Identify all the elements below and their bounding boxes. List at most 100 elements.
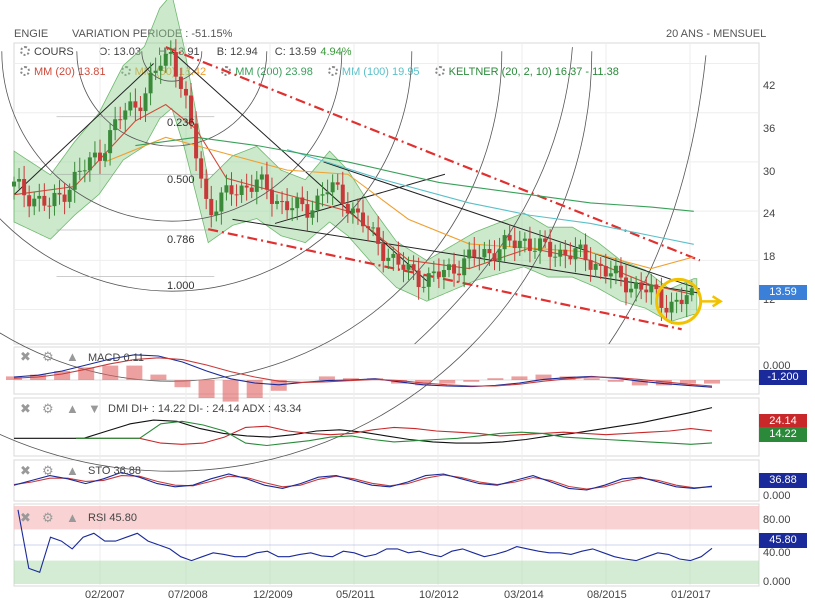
candle-body	[603, 265, 608, 277]
macd-histogram-bar	[679, 380, 696, 384]
gear-icon[interactable]: ⚙	[42, 349, 54, 364]
macd-histogram-bar	[342, 378, 359, 380]
arrow-down-icon[interactable]: ▼	[88, 401, 101, 416]
candle-body	[62, 194, 67, 202]
sto-k-line	[13, 471, 713, 491]
ma-line	[286, 149, 694, 245]
candle-body	[355, 208, 360, 213]
candle-body	[538, 238, 543, 251]
y-tick-label: 36	[763, 123, 776, 135]
candle-body	[275, 201, 280, 204]
gear-icon[interactable]: ⚙	[42, 401, 54, 416]
macd-histogram-bar	[54, 371, 71, 380]
close-icon[interactable]: ✖	[20, 401, 31, 416]
candle-body	[108, 130, 113, 154]
candle-body	[462, 258, 467, 276]
rsi-80-label: 80.00	[763, 514, 791, 526]
gear-icon[interactable]: ⚙	[42, 463, 54, 478]
candle-body	[12, 181, 16, 187]
candle-body	[386, 257, 391, 262]
gear-icon[interactable]	[20, 66, 30, 76]
macd-histogram-bar	[704, 380, 720, 384]
candle-body	[689, 288, 694, 296]
candle-body	[295, 197, 300, 209]
fib-arc	[608, 55, 707, 345]
candle-body	[103, 153, 108, 161]
candle-body	[310, 210, 315, 218]
macd-histogram-bar	[655, 380, 672, 386]
macd-histogram-bar	[511, 376, 528, 380]
macd-last-badge: -1.200	[759, 370, 807, 385]
macd-histogram-bar	[246, 380, 263, 398]
fib-arc	[0, 51, 503, 382]
candle-body	[244, 185, 249, 188]
candle-body	[679, 299, 684, 305]
period-selector[interactable]: 20 ANS - MENSUEL	[666, 28, 767, 40]
symbol-label: ENGIE	[14, 28, 49, 40]
gear-icon[interactable]	[221, 66, 232, 76]
close-icon[interactable]: ✖	[20, 510, 31, 525]
gear-icon[interactable]	[327, 66, 338, 76]
candle-body	[613, 265, 618, 274]
low-value: B: 12.94	[216, 46, 258, 58]
close-icon[interactable]: ✖	[20, 349, 31, 364]
candle-body	[148, 72, 153, 94]
candle-body	[366, 226, 371, 229]
candle-body	[42, 195, 47, 206]
fib-label: 0.786	[167, 234, 195, 246]
gear-icon[interactable]: ⚙	[42, 510, 54, 525]
gear-icon[interactable]	[120, 66, 131, 76]
arrow-up-icon[interactable]: ▲	[66, 401, 79, 416]
candle-body	[401, 264, 406, 270]
macd-zero-label: 0.000	[763, 360, 791, 372]
candle-body	[361, 212, 365, 227]
x-tick-label: 10/2012	[419, 589, 459, 601]
candle-body	[269, 189, 274, 204]
candle-body	[300, 197, 305, 205]
candle-body	[27, 195, 32, 207]
candle-body	[47, 205, 52, 207]
gear-icon[interactable]	[20, 46, 30, 56]
candle-body	[532, 250, 537, 252]
arrow-up-icon[interactable]: ▲	[66, 510, 79, 525]
candle-body	[254, 179, 259, 192]
arrow-up-icon[interactable]: ▲	[66, 463, 79, 478]
trend-line	[323, 161, 701, 290]
gear-icon[interactable]	[434, 66, 445, 76]
candle-body	[426, 273, 431, 287]
candle-body	[72, 171, 77, 190]
adx-line	[14, 407, 713, 444]
rsi-40-label: 40.00	[763, 547, 791, 559]
candle-body	[77, 170, 82, 172]
fib-arc	[1, 51, 343, 222]
candle-body	[173, 52, 178, 77]
candle-body	[507, 235, 512, 241]
trend-line	[171, 50, 428, 282]
candle-body	[472, 249, 477, 258]
sto-title: STO 36.88	[88, 465, 142, 477]
candle-body	[330, 182, 335, 193]
candle-body	[97, 152, 102, 161]
candle-body	[305, 204, 310, 218]
candle-body	[644, 289, 649, 293]
candle-body	[259, 174, 264, 180]
close-icon[interactable]: ✖	[20, 463, 31, 478]
candle-body	[517, 240, 522, 249]
arrow-up-icon[interactable]: ▲	[66, 349, 79, 364]
candle-body	[87, 157, 92, 171]
candle-body	[194, 123, 199, 159]
macd-histogram-bar	[222, 380, 239, 402]
trend-line	[232, 218, 700, 294]
candle-body	[92, 152, 97, 158]
candle-body	[406, 264, 411, 270]
candle-body	[563, 249, 568, 256]
y-tick-label: 18	[763, 251, 776, 263]
macd-histogram-bar	[126, 365, 143, 380]
candle-body	[684, 295, 689, 305]
rsi-zero-label: 0.000	[763, 576, 791, 588]
candle-body	[502, 235, 507, 250]
candle-body	[497, 249, 502, 261]
candle-body	[548, 241, 553, 257]
x-tick-label: 03/2014	[504, 589, 544, 601]
